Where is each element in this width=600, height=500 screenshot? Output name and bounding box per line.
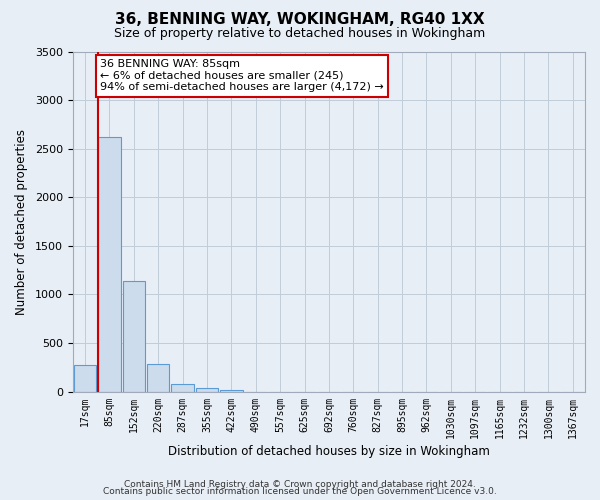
X-axis label: Distribution of detached houses by size in Wokingham: Distribution of detached houses by size … (168, 444, 490, 458)
Bar (147, 364, 169, 392)
Bar (220, 390, 242, 392)
Bar (98, 137, 121, 392)
Bar (122, 281, 145, 392)
Text: Contains public sector information licensed under the Open Government Licence v3: Contains public sector information licen… (103, 487, 497, 496)
Bar (196, 388, 218, 392)
Text: 36 BENNING WAY: 85sqm
← 6% of detached houses are smaller (245)
94% of semi-deta: 36 BENNING WAY: 85sqm ← 6% of detached h… (100, 60, 384, 92)
Text: Size of property relative to detached houses in Wokingham: Size of property relative to detached ho… (115, 28, 485, 40)
Bar (172, 384, 194, 392)
Bar (74, 365, 96, 392)
Text: Contains HM Land Registry data © Crown copyright and database right 2024.: Contains HM Land Registry data © Crown c… (124, 480, 476, 489)
Y-axis label: Number of detached properties: Number of detached properties (15, 128, 28, 314)
Text: 36, BENNING WAY, WOKINGHAM, RG40 1XX: 36, BENNING WAY, WOKINGHAM, RG40 1XX (115, 12, 485, 28)
